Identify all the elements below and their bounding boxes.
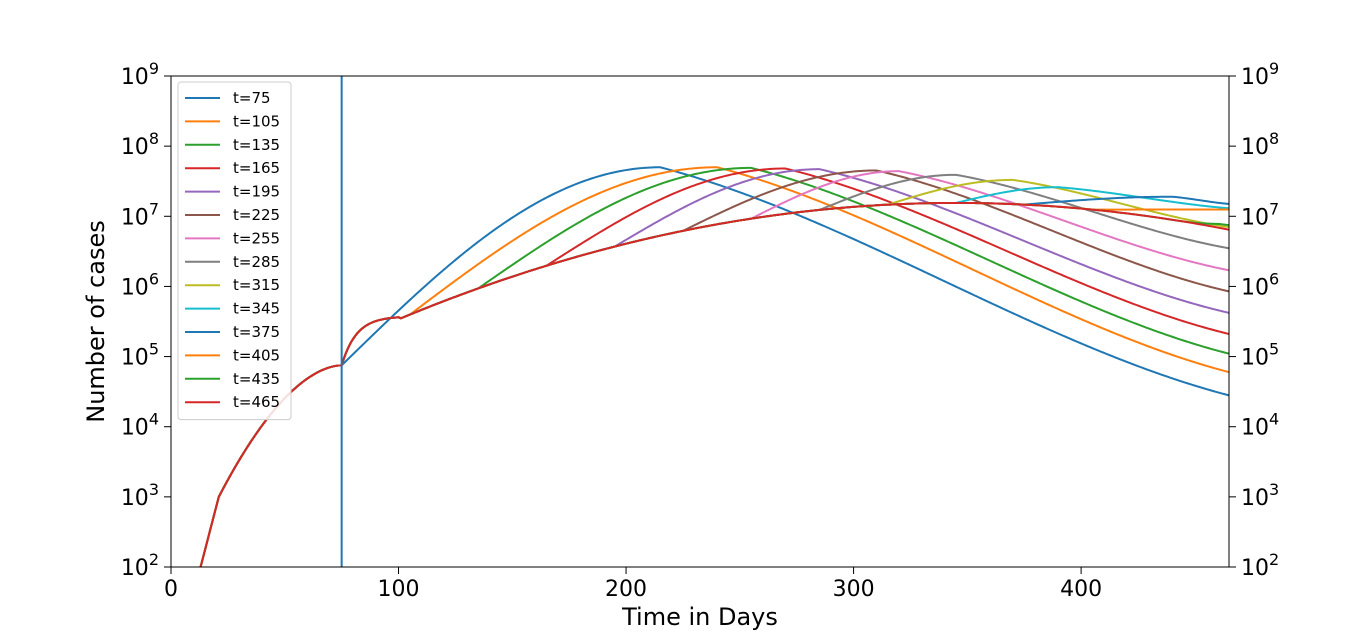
y-tick-label-left: 104	[121, 410, 159, 441]
series-line-t-75	[199, 166, 1229, 567]
series-line-t-195	[199, 168, 1229, 567]
x-tick-label: 100	[378, 577, 420, 602]
plot-frame	[170, 75, 1230, 568]
series-line-t-405	[199, 201, 1229, 567]
y-tick-label-left: 106	[121, 269, 159, 300]
legend-label: t=255	[233, 229, 280, 247]
plot-area	[199, 76, 1229, 567]
legend-label: t=375	[233, 323, 280, 341]
y-tick-label-left: 107	[121, 199, 159, 230]
x-tick-label: 300	[833, 577, 875, 602]
series-line-t-165	[199, 167, 1229, 567]
y-tick-label-right: 109	[1241, 59, 1279, 90]
series-line-t-285	[199, 173, 1229, 567]
legend-label: t=225	[233, 206, 280, 224]
axes: 0 100 200 300 400 102 102 103 103 104 104 105 105 106…	[121, 59, 1279, 602]
series-line-t-225	[199, 169, 1229, 567]
y-tick-label-right: 103	[1241, 480, 1279, 511]
legend-label: t=135	[233, 136, 280, 154]
y-tick-label-right: 102	[1241, 550, 1279, 581]
legend-box	[177, 81, 292, 421]
x-tick-label: 0	[164, 577, 178, 602]
legend-label: t=105	[233, 112, 280, 130]
y-tick-label-right: 104	[1241, 410, 1279, 441]
y-tick-label-right: 105	[1241, 340, 1279, 371]
legend-label: t=435	[233, 370, 280, 388]
legend: t=75 t=105 t=135 t=165 t=195 t=225 t=255 t=285 t…	[177, 81, 292, 421]
y-tick-label-left: 105	[121, 340, 159, 371]
y-tick-label-left: 103	[121, 480, 159, 511]
legend-label: t=195	[233, 183, 280, 201]
x-tick-label: 200	[605, 577, 647, 602]
legend-label: t=165	[233, 159, 280, 177]
x-axis-label: Time in Days	[621, 603, 778, 631]
series-line-t-135	[199, 166, 1229, 567]
y-tick-label-left: 108	[121, 129, 159, 160]
series-line-t-105	[199, 166, 1229, 567]
legend-label: t=345	[233, 300, 280, 318]
legend-label: t=465	[233, 393, 280, 411]
legend-label: t=75	[233, 89, 271, 107]
y-tick-label-right: 106	[1241, 269, 1279, 300]
legend-label: t=285	[233, 253, 280, 271]
series-line-t-465	[199, 201, 1229, 567]
y-tick-label-right: 108	[1241, 129, 1279, 160]
y-tick-label-left: 102	[121, 550, 159, 581]
legend-label: t=405	[233, 346, 280, 364]
series-line-t-345	[199, 186, 1229, 567]
x-tick-label: 400	[1060, 577, 1102, 602]
series-line-t-255	[199, 170, 1229, 567]
legend-label: t=315	[233, 276, 280, 294]
y-tick-label-left: 109	[121, 59, 159, 90]
series-line-t-375	[199, 195, 1229, 567]
series-line-t-435	[199, 201, 1229, 567]
y-tick-label-right: 107	[1241, 199, 1279, 230]
y-axis-label: Number of cases	[82, 220, 110, 422]
